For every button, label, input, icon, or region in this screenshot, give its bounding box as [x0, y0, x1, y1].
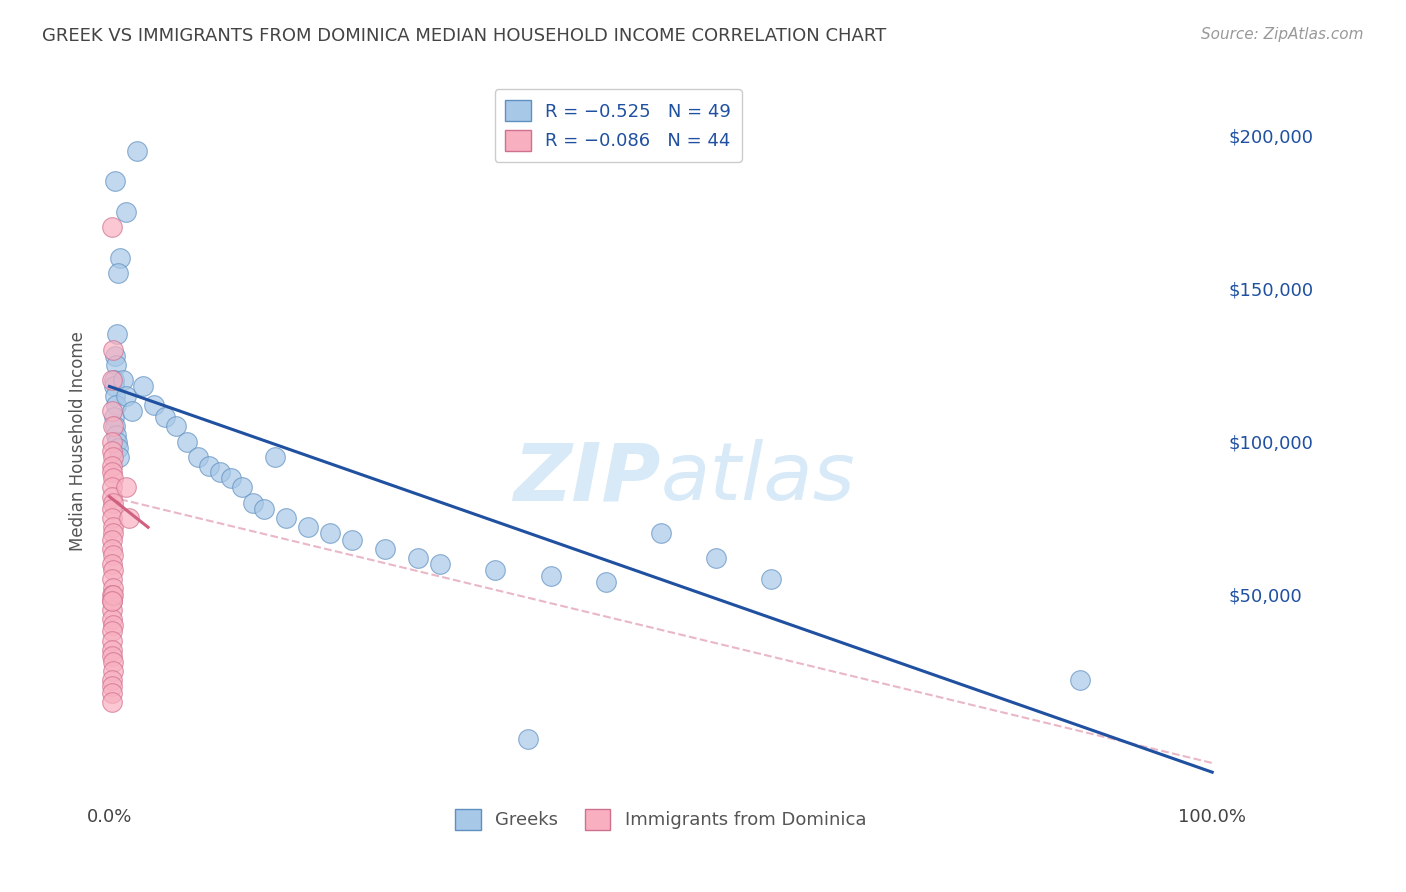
Point [100, 404, 122, 418]
Point [274, 511, 297, 525]
Point [429, 557, 451, 571]
Point [231, 480, 253, 494]
Point [104, 349, 127, 363]
Point [111, 373, 134, 387]
Point [100, 557, 122, 571]
Point [101, 548, 124, 562]
Point [104, 419, 127, 434]
Point [100, 612, 122, 626]
Point [100, 603, 122, 617]
Point [263, 450, 285, 464]
Point [1069, 673, 1091, 688]
Point [121, 404, 143, 418]
Point [100, 633, 122, 648]
Point [105, 358, 128, 372]
Point [101, 496, 124, 510]
Point [101, 655, 124, 669]
Point [100, 533, 122, 547]
Point [100, 511, 122, 525]
Point [187, 450, 209, 464]
Point [319, 526, 342, 541]
Point [101, 450, 124, 464]
Text: ZIP: ZIP [513, 439, 661, 517]
Point [125, 144, 148, 158]
Point [100, 642, 122, 657]
Point [101, 526, 124, 541]
Point [107, 266, 129, 280]
Y-axis label: Median Household Income: Median Household Income [69, 332, 87, 551]
Point [101, 471, 124, 485]
Point [101, 419, 124, 434]
Point [103, 373, 125, 387]
Point [165, 419, 187, 434]
Point [100, 465, 122, 479]
Point [517, 731, 540, 746]
Point [100, 458, 122, 473]
Text: GREEK VS IMMIGRANTS FROM DOMINICA MEDIAN HOUSEHOLD INCOME CORRELATION CHART: GREEK VS IMMIGRANTS FROM DOMINICA MEDIAN… [42, 27, 886, 45]
Point [100, 593, 122, 607]
Point [105, 428, 128, 442]
Point [101, 582, 124, 596]
Point [105, 398, 128, 412]
Point [115, 205, 138, 219]
Point [242, 496, 264, 510]
Point [100, 680, 122, 694]
Point [374, 541, 396, 556]
Point [759, 572, 782, 586]
Point [253, 502, 276, 516]
Point [131, 379, 153, 393]
Text: atlas: atlas [661, 439, 856, 517]
Point [104, 389, 127, 403]
Point [101, 664, 124, 678]
Point [219, 471, 242, 485]
Point [100, 480, 122, 494]
Point [101, 618, 124, 632]
Point [105, 434, 128, 449]
Point [176, 434, 198, 449]
Point [484, 563, 506, 577]
Point [105, 327, 128, 342]
Point [115, 480, 138, 494]
Point [100, 443, 122, 458]
Point [108, 450, 131, 464]
Point [406, 550, 429, 565]
Point [142, 398, 165, 412]
Point [110, 251, 132, 265]
Point [100, 541, 122, 556]
Point [100, 220, 122, 235]
Point [100, 624, 122, 639]
Point [153, 410, 176, 425]
Text: Source: ZipAtlas.com: Source: ZipAtlas.com [1201, 27, 1364, 42]
Point [297, 520, 319, 534]
Point [100, 490, 122, 504]
Point [340, 533, 363, 547]
Point [101, 343, 124, 357]
Point [100, 695, 122, 709]
Point [197, 458, 219, 473]
Point [100, 648, 122, 663]
Point [115, 389, 138, 403]
Point [208, 465, 231, 479]
Point [104, 174, 127, 188]
Point [540, 569, 562, 583]
Point [100, 434, 122, 449]
Legend: Greeks, Immigrants from Dominica: Greeks, Immigrants from Dominica [449, 802, 873, 837]
Point [101, 588, 124, 602]
Point [101, 563, 124, 577]
Point [103, 410, 125, 425]
Point [595, 575, 617, 590]
Point [100, 373, 122, 387]
Point [100, 673, 122, 688]
Point [100, 572, 122, 586]
Point [101, 520, 124, 534]
Point [704, 550, 727, 565]
Point [650, 526, 672, 541]
Point [107, 441, 129, 455]
Point [100, 588, 122, 602]
Point [103, 379, 125, 393]
Point [118, 511, 141, 525]
Point [100, 593, 122, 607]
Point [100, 502, 122, 516]
Point [100, 685, 122, 699]
